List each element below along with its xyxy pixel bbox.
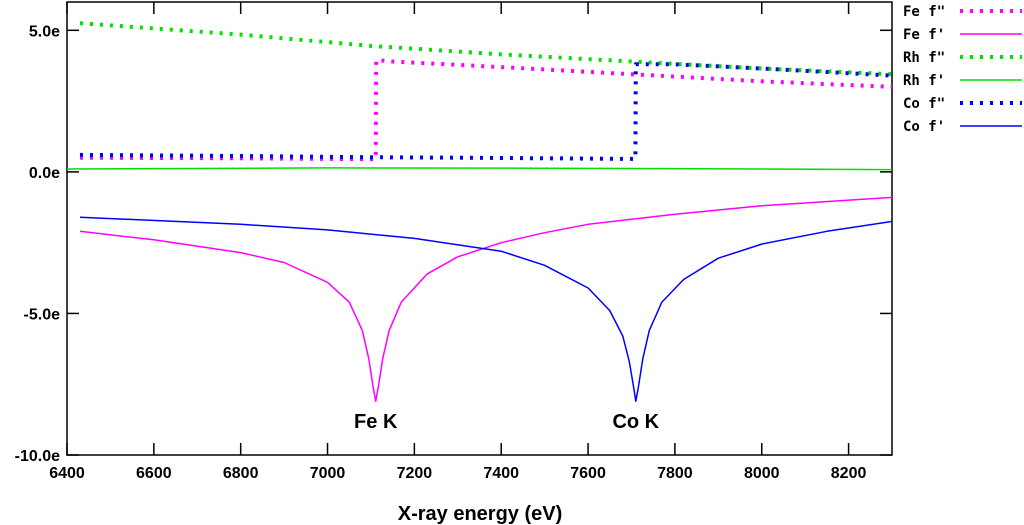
- y-axis: 5.0e 0.0e -5.0e -10.0e: [15, 23, 892, 465]
- x-tick-label-5: 7400: [483, 465, 519, 482]
- x-tick-label-8: 8000: [744, 465, 780, 482]
- legend-label-2: Rh f": [903, 50, 945, 66]
- x-tick-label-1: 6600: [136, 465, 172, 482]
- legend-label-3: Rh f': [903, 73, 945, 89]
- x-tick-label-7: 7800: [657, 465, 693, 482]
- plot-frame: [66, 1, 893, 456]
- x-axis-title: X-ray energy (eV): [398, 503, 563, 525]
- series-line-1: [79, 196, 893, 402]
- legend: Fe f" Fe f' Rh f" Rh f' Co f" Co f': [903, 4, 1022, 135]
- x-axis: 6400 6600 6800 7000 7200 7400 7600 7800 8000 8200: [49, 2, 866, 482]
- legend-label-5: Co f': [903, 119, 945, 135]
- annotation-0: Fe K: [354, 411, 398, 433]
- series-line-4: [79, 62, 893, 161]
- series-line-3: [66, 167, 893, 171]
- series-line-0: [79, 58, 893, 162]
- legend-label-0: Fe f": [903, 4, 945, 20]
- x-tick-label-4: 7200: [397, 465, 433, 482]
- legend-label-1: Fe f': [903, 27, 945, 43]
- x-tick-label-9: 8200: [831, 465, 867, 482]
- y-tick-label-3: -10.0e: [15, 448, 60, 465]
- x-tick-label-2: 6800: [223, 465, 259, 482]
- series-line-2: [79, 21, 893, 77]
- plot-area: [66, 1, 893, 456]
- annotation-1: Co K: [612, 411, 659, 433]
- legend-label-4: Co f": [903, 96, 945, 112]
- x-tick-label-3: 7000: [310, 465, 346, 482]
- y-tick-label-0: 5.0e: [29, 23, 60, 40]
- x-tick-label-6: 7600: [570, 465, 606, 482]
- annotations: Fe K Co K: [354, 411, 660, 433]
- series-line-5: [79, 216, 893, 402]
- y-tick-label-2: -5.0e: [24, 306, 61, 323]
- x-tick-label-0: 6400: [49, 465, 85, 482]
- y-tick-label-1: 0.0e: [29, 165, 60, 182]
